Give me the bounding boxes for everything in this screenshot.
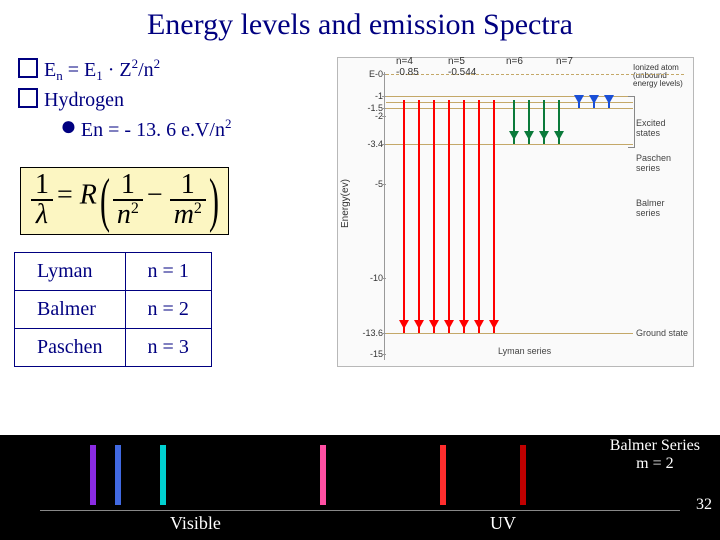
table-cell: n = 2	[125, 291, 211, 329]
table-cell: n = 3	[125, 329, 211, 367]
bullet-list: En = E1 · Z2/n2 Hydrogen ●En = - 13. 6 e…	[18, 56, 338, 142]
table-cell: Lyman	[15, 253, 126, 291]
table-cell: Balmer	[15, 291, 126, 329]
visible-label: Visible	[170, 513, 221, 534]
bullet-2: Hydrogen	[18, 88, 338, 112]
table-cell: Paschen	[15, 329, 126, 367]
energy-level-diagram: Energy(ev) Ionized atom (unbound energy …	[337, 57, 694, 367]
slide-title: Energy levels and emission Spectra	[0, 8, 720, 42]
y-axis-label: Energy(ev)	[340, 179, 351, 228]
ionized-label: Ionized atom (unbound energy levels)	[633, 64, 689, 88]
spectrum-bar: Visible UV Balmer Seriesm = 2 32	[0, 435, 720, 540]
spectrum-axis	[40, 510, 680, 511]
box-icon	[18, 58, 38, 78]
box-icon	[18, 88, 38, 108]
page-number: 32	[696, 496, 712, 514]
uv-label: UV	[490, 513, 516, 534]
series-table: Lymann = 1 Balmern = 2 Paschenn = 3	[14, 252, 212, 367]
balmer-series-label: Balmer Seriesm = 2	[610, 437, 700, 472]
bullet-3: ●En = - 13. 6 e.V/n2	[46, 116, 338, 142]
bullet-1: En = E1 · Z2/n2	[18, 56, 338, 84]
table-cell: n = 1	[125, 253, 211, 291]
rydberg-equation: 1λ = R ( 1n2 − 1m2 )	[20, 167, 229, 235]
bullet-dot-icon: ●	[60, 111, 77, 142]
